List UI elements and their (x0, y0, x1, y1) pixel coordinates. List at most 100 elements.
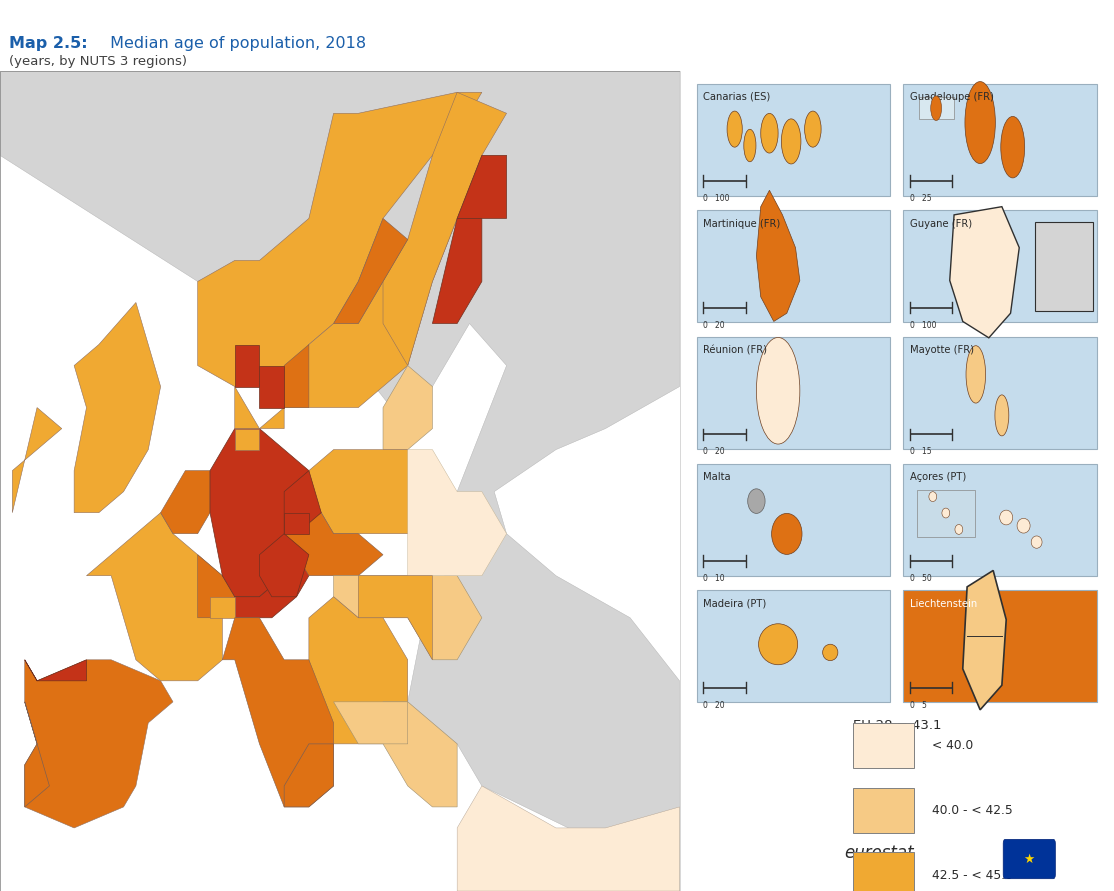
Polygon shape (333, 702, 408, 744)
Ellipse shape (929, 492, 937, 502)
Text: Mayotte (FR): Mayotte (FR) (910, 345, 974, 356)
Ellipse shape (756, 338, 800, 444)
Polygon shape (383, 93, 507, 365)
Ellipse shape (772, 513, 802, 554)
Text: < 40.0: < 40.0 (931, 739, 973, 752)
Polygon shape (962, 570, 1006, 710)
Polygon shape (25, 660, 87, 681)
Text: Madeira (PT): Madeira (PT) (703, 599, 766, 609)
Ellipse shape (999, 511, 1013, 525)
Polygon shape (333, 576, 482, 660)
Polygon shape (284, 744, 333, 807)
Ellipse shape (966, 346, 986, 403)
Text: 42.5 - < 45.0: 42.5 - < 45.0 (931, 869, 1013, 881)
Text: 0   10: 0 10 (703, 574, 725, 583)
Polygon shape (197, 555, 235, 617)
Polygon shape (457, 155, 507, 218)
Ellipse shape (965, 82, 995, 164)
Polygon shape (383, 365, 432, 450)
FancyBboxPatch shape (903, 463, 1096, 576)
Polygon shape (383, 702, 457, 807)
Ellipse shape (781, 119, 801, 164)
Text: 0   5: 0 5 (910, 701, 927, 710)
Ellipse shape (1017, 519, 1030, 533)
Text: Martinique (FR): Martinique (FR) (703, 218, 781, 228)
Text: Median age of population, 2018: Median age of population, 2018 (105, 36, 365, 51)
Polygon shape (284, 512, 309, 534)
Polygon shape (87, 512, 223, 681)
Polygon shape (284, 470, 321, 534)
Polygon shape (235, 387, 284, 429)
Text: eurostat: eurostat (844, 845, 915, 862)
Bar (853, 723, 915, 768)
Text: Canarias (ES): Canarias (ES) (703, 92, 771, 102)
FancyBboxPatch shape (903, 337, 1096, 449)
Bar (917, 489, 975, 536)
Ellipse shape (747, 489, 765, 513)
Text: Guyane (FR): Guyane (FR) (910, 218, 971, 228)
Polygon shape (211, 597, 235, 617)
Polygon shape (260, 365, 284, 407)
Text: 0   100: 0 100 (703, 194, 730, 203)
Polygon shape (432, 218, 482, 323)
Polygon shape (235, 429, 260, 450)
Polygon shape (333, 218, 408, 323)
Ellipse shape (942, 508, 950, 518)
Polygon shape (284, 93, 482, 407)
FancyBboxPatch shape (903, 84, 1096, 195)
Polygon shape (160, 470, 211, 534)
Ellipse shape (1032, 536, 1042, 548)
Text: Réunion (FR): Réunion (FR) (703, 345, 768, 356)
Polygon shape (25, 702, 49, 807)
Polygon shape (197, 93, 482, 407)
Polygon shape (457, 786, 680, 891)
Polygon shape (756, 191, 800, 322)
FancyBboxPatch shape (697, 84, 890, 195)
Text: 0   20: 0 20 (703, 701, 725, 710)
Polygon shape (309, 450, 432, 534)
Text: 0   15: 0 15 (910, 447, 931, 456)
Polygon shape (12, 407, 61, 512)
Polygon shape (0, 71, 680, 891)
Polygon shape (223, 617, 333, 807)
Polygon shape (75, 302, 160, 512)
Polygon shape (260, 534, 309, 597)
FancyBboxPatch shape (1004, 839, 1055, 879)
Ellipse shape (761, 113, 778, 153)
Bar (853, 788, 915, 833)
Text: Guadeloupe (FR): Guadeloupe (FR) (910, 92, 994, 102)
Text: Liechtenstein: Liechtenstein (910, 599, 977, 609)
FancyBboxPatch shape (697, 591, 890, 702)
Bar (853, 853, 915, 891)
Ellipse shape (744, 129, 756, 162)
Ellipse shape (727, 111, 742, 147)
Ellipse shape (995, 395, 1009, 436)
Text: 0   20: 0 20 (703, 447, 725, 456)
Polygon shape (950, 207, 1019, 338)
Text: EU-28 = 43.1: EU-28 = 43.1 (853, 719, 941, 732)
Text: Map 2.5:: Map 2.5: (9, 36, 88, 51)
Text: 0   50: 0 50 (910, 574, 931, 583)
Text: ★: ★ (1024, 853, 1035, 865)
Text: (years, by NUTS 3 regions): (years, by NUTS 3 regions) (9, 55, 187, 69)
Ellipse shape (822, 644, 838, 660)
Polygon shape (1035, 222, 1093, 311)
Text: Açores (PT): Açores (PT) (910, 472, 966, 482)
Text: 0   20: 0 20 (703, 321, 725, 330)
Polygon shape (211, 429, 309, 597)
Bar (919, 97, 954, 119)
Polygon shape (235, 555, 309, 617)
Ellipse shape (759, 624, 798, 665)
FancyBboxPatch shape (697, 463, 890, 576)
Text: 0   25: 0 25 (910, 194, 931, 203)
Polygon shape (235, 345, 260, 387)
Polygon shape (359, 576, 432, 660)
Polygon shape (408, 450, 507, 576)
Text: Malta: Malta (703, 472, 731, 482)
Ellipse shape (804, 111, 821, 147)
Polygon shape (25, 660, 173, 828)
Polygon shape (309, 597, 408, 744)
FancyBboxPatch shape (903, 210, 1096, 323)
FancyBboxPatch shape (697, 337, 890, 449)
FancyBboxPatch shape (903, 591, 1096, 702)
